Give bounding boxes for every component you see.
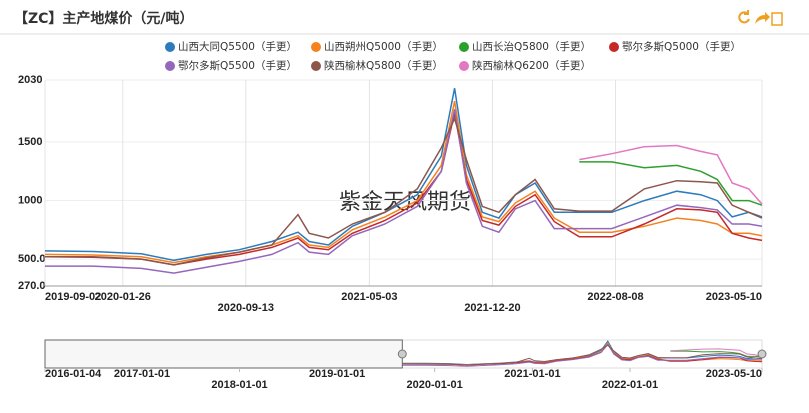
navigator-tick-label: 2019-01-01 xyxy=(309,368,365,380)
watermark: 紫金天风期货 xyxy=(339,190,471,215)
x-tick-label: 2022-08-08 xyxy=(587,291,643,303)
y-tick-label: 1500 xyxy=(18,136,42,148)
legend-marker xyxy=(311,61,321,71)
navigator-tick-label: 2020-01-01 xyxy=(406,379,462,391)
legend-item[interactable]: 山西大同Q5500（手更） xyxy=(165,40,297,53)
navigator-tick-label: 2023-05-10 xyxy=(706,368,762,380)
legend-item[interactable]: 鄂尔多斯Q5500（手更） xyxy=(165,59,297,72)
legend-item[interactable]: 山西朔州Q5000（手更） xyxy=(311,40,443,53)
y-tick-label: 2030 xyxy=(18,74,42,86)
navigator-tick-label: 2016-01-04 xyxy=(45,368,102,380)
navigator-tick-label: 2018-01-01 xyxy=(211,379,267,391)
legend-marker xyxy=(459,42,469,52)
series-line xyxy=(45,116,763,266)
legend-label: 山西长治Q5800（手更） xyxy=(472,40,591,53)
y-tick-label: 500.0 xyxy=(18,253,46,265)
x-tick-label: 2023-05-10 xyxy=(706,291,762,303)
series-line xyxy=(670,350,763,358)
navigator-handle[interactable] xyxy=(397,349,407,359)
series-line xyxy=(402,344,763,366)
legend-marker xyxy=(459,61,469,71)
legend-label: 鄂尔多斯Q5500（手更） xyxy=(178,59,297,72)
chart-title: 【ZC】主产地煤价（元/吨） xyxy=(14,10,194,27)
navigator-tick-label: 2022-01-01 xyxy=(602,379,658,391)
navigator-tick-label: 2021-01-01 xyxy=(504,368,560,380)
x-tick-label: 2021-12-20 xyxy=(464,302,520,314)
x-tick-label: 2020-01-26 xyxy=(95,291,151,303)
x-tick-label: 2019-09-02 xyxy=(45,291,101,303)
series-line xyxy=(45,109,763,274)
toolbar[interactable] xyxy=(738,10,783,26)
legend-label: 陕西榆林Q5800（手更） xyxy=(324,59,443,72)
legend-item[interactable]: 鄂尔多斯Q5000（手更） xyxy=(609,40,741,53)
series-line xyxy=(402,343,763,367)
legend-marker xyxy=(165,42,175,52)
x-tick-label: 2021-05-03 xyxy=(341,291,397,303)
y-tick-label: 1000 xyxy=(18,194,42,206)
legend-label: 陕西榆林Q6200（手更） xyxy=(472,59,591,72)
navigator-handle[interactable] xyxy=(757,349,767,359)
series-line xyxy=(670,348,763,358)
navigator-window xyxy=(44,339,403,369)
legend-item[interactable]: 山西长治Q5800（手更） xyxy=(459,40,591,53)
refresh-icon[interactable] xyxy=(738,10,750,24)
legend-marker xyxy=(609,42,619,52)
legend-marker xyxy=(165,61,175,71)
legend-label: 山西大同Q5500（手更） xyxy=(178,40,297,53)
legend-label: 山西朔州Q5000（手更） xyxy=(324,40,443,53)
legend-item[interactable]: 陕西榆林Q5800（手更） xyxy=(311,59,443,72)
legend-item[interactable]: 陕西榆林Q6200（手更） xyxy=(459,59,591,72)
legend-marker xyxy=(311,42,321,52)
navigator-tick-label: 2017-01-01 xyxy=(114,368,170,380)
share-icon[interactable] xyxy=(755,12,770,24)
series-line xyxy=(579,161,763,206)
series-line xyxy=(579,144,763,205)
y-tick-label: 270.0 xyxy=(18,280,46,292)
series-line xyxy=(44,88,763,262)
image-icon[interactable] xyxy=(771,12,783,26)
x-tick-label: 2020-09-13 xyxy=(218,302,274,314)
legend-label: 鄂尔多斯Q5000（手更） xyxy=(622,40,741,53)
